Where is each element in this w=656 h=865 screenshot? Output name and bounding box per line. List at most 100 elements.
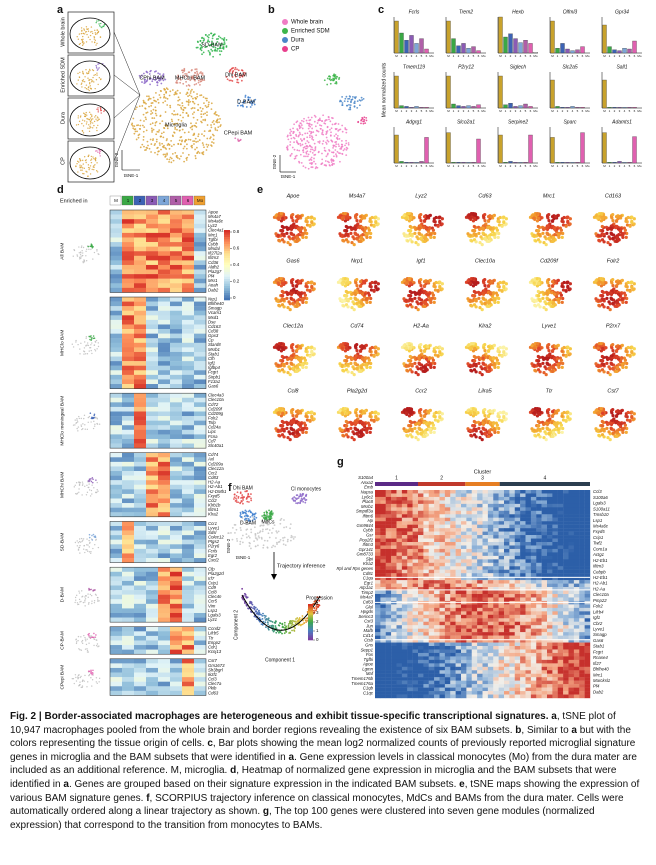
heat-cell: [146, 603, 158, 609]
bar: [404, 106, 409, 109]
cell-dot: [320, 124, 323, 127]
heat-cell: [122, 402, 134, 408]
heat-cell: [110, 553, 122, 559]
heat-cell: [158, 443, 170, 449]
cell-dot: [145, 70, 148, 73]
cell-dot: [77, 430, 79, 432]
heat-cell: [158, 512, 170, 518]
cell-dot: [429, 300, 433, 304]
heat-cell: [170, 324, 182, 330]
heat-cell: [134, 558, 146, 563]
heat-cell: [122, 416, 134, 421]
cell-dot: [201, 41, 204, 44]
category-label: 6: [582, 109, 584, 113]
cell-dot: [197, 79, 200, 82]
cell-dot: [365, 235, 369, 239]
gene-name: Olfml3: [563, 9, 578, 15]
cell-dot: [253, 103, 256, 106]
cell-dot: [370, 215, 374, 220]
cell-dot: [620, 232, 624, 236]
cell-dot: [141, 74, 143, 77]
category-label: 4: [572, 164, 574, 168]
cell-dot: [419, 218, 423, 223]
cell-dot: [96, 120, 98, 122]
cell-dot: [84, 341, 86, 343]
cell-dot: [89, 125, 91, 128]
heat-cell: [182, 580, 194, 586]
panel-label: e: [257, 184, 263, 196]
cell-dot: [355, 96, 357, 98]
cell-dot: [311, 127, 314, 130]
heat-cell: [134, 429, 146, 435]
cell-dot: [190, 107, 193, 110]
cell-dot: [96, 42, 98, 45]
cell-dot: [86, 353, 89, 355]
cell-dot: [361, 117, 364, 120]
cell-dot: [138, 105, 141, 108]
heat-cell: [122, 457, 134, 463]
heat-cell: [194, 251, 206, 256]
gene-name: Cd74: [350, 323, 363, 329]
cell-dot: [352, 372, 356, 377]
cell-dot: [194, 96, 197, 99]
cell-dot: [88, 124, 90, 126]
connector: [113, 94, 141, 162]
heat-cell: [170, 365, 182, 371]
heat-cell: [134, 219, 146, 224]
heat-cell: [146, 512, 158, 518]
cell-dot: [83, 261, 86, 263]
heat-cell: [146, 228, 158, 234]
cell-dot: [138, 127, 141, 130]
cell-dot: [96, 418, 99, 420]
heat-cell: [158, 667, 170, 673]
heat-cell: [158, 539, 170, 545]
cell-dot: [319, 127, 322, 130]
cell-dot: [547, 236, 551, 240]
cell-dot: [320, 163, 323, 165]
cell-dot: [472, 289, 476, 294]
cell-dot: [178, 129, 181, 132]
cell-dot: [72, 255, 74, 257]
heat-cell: [110, 617, 122, 623]
cell-dot: [204, 33, 207, 36]
cell-dot: [190, 95, 193, 98]
heat-cell: [170, 315, 182, 321]
heat-cell: [170, 603, 182, 609]
cell-dot: [344, 354, 348, 359]
heat-cell: [170, 594, 182, 600]
heat-cell: [146, 635, 158, 641]
cell-dot: [553, 233, 557, 237]
heat-cell: [170, 558, 182, 563]
heat-cell: [146, 255, 158, 261]
cell-dot: [291, 236, 295, 240]
cell-dot: [187, 114, 190, 117]
cell-dot: [76, 427, 78, 430]
heat-cell: [134, 356, 146, 362]
heat-cell: [158, 585, 170, 591]
category-label: 4: [520, 164, 522, 168]
heat-cell: [122, 590, 134, 595]
cell-dot: [193, 132, 196, 135]
heat-cell: [110, 255, 122, 261]
cell-dot: [288, 372, 292, 377]
gene-name: Sall1: [616, 64, 627, 70]
cell-dot: [98, 76, 101, 79]
cell-dot: [238, 102, 241, 105]
heat-cell: [182, 416, 194, 421]
heat-cell: [158, 397, 170, 403]
heat-cell: [134, 342, 146, 348]
cell-dot: [142, 101, 145, 104]
heat-cell: [122, 264, 134, 270]
cell-dot: [185, 112, 188, 114]
cell-dot: [97, 151, 99, 153]
heat-cell: [146, 379, 158, 385]
cell-dot: [347, 142, 350, 144]
heat-cell: [182, 663, 194, 669]
cell-dot: [488, 227, 493, 231]
heat-cell: [146, 663, 158, 669]
cell-dot: [185, 100, 188, 103]
cell-dot: [417, 291, 421, 295]
cell-dot: [168, 161, 170, 163]
cell-dot: [479, 300, 483, 304]
heat-cell: [170, 228, 182, 234]
